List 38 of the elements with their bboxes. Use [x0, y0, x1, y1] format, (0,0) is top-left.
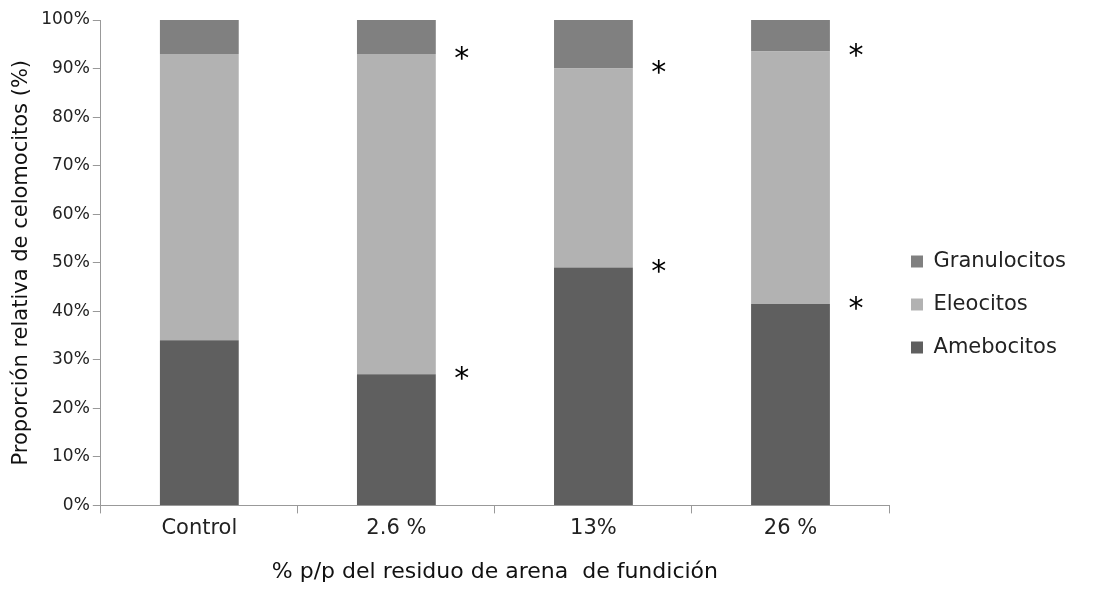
annotation: *	[454, 39, 470, 75]
bar	[751, 51, 830, 304]
bar	[554, 267, 633, 505]
y-tick-label: 0%	[62, 493, 90, 514]
bar	[159, 340, 239, 505]
bar	[554, 20, 633, 69]
bar	[159, 20, 239, 54]
bar	[356, 20, 436, 54]
y-tick-label: 40%	[52, 299, 90, 320]
bar	[751, 303, 830, 505]
x-tick-label: 13%	[570, 515, 617, 540]
y-tick-label: 50%	[52, 251, 90, 272]
annotation: *	[651, 54, 667, 90]
y-axis-title: Proporción relativa de celomocitos (%)	[8, 59, 33, 466]
bar	[356, 53, 436, 375]
annotation: *	[454, 360, 470, 396]
y-tick-label: 10%	[52, 445, 90, 466]
y-tick-label: 80%	[52, 105, 90, 126]
bar	[751, 20, 830, 52]
legend-label: Amebocitos	[933, 333, 1057, 358]
y-tick-label: 60%	[52, 202, 90, 223]
y-tick-label: 100%	[41, 8, 90, 29]
annotation: *	[848, 37, 864, 73]
annotation: *	[651, 253, 667, 289]
bar	[554, 68, 633, 268]
y-tick-label: 30%	[52, 348, 90, 369]
annotation: *	[848, 289, 864, 325]
bar	[159, 53, 239, 341]
x-axis-title: % p/p del residuo de arena de fundición	[271, 557, 718, 583]
legend-label: Eleocitos	[933, 290, 1028, 315]
y-tick-label: 70%	[52, 154, 90, 175]
x-tick-label: Control	[161, 515, 238, 540]
legend-label: Granulocitos	[933, 247, 1066, 272]
y-tick-label: 20%	[52, 396, 90, 417]
y-tick-label: 90%	[52, 56, 90, 77]
x-tick-label: 2.6 %	[366, 515, 427, 540]
bar	[356, 374, 436, 505]
x-tick-label: 26 %	[763, 515, 818, 540]
